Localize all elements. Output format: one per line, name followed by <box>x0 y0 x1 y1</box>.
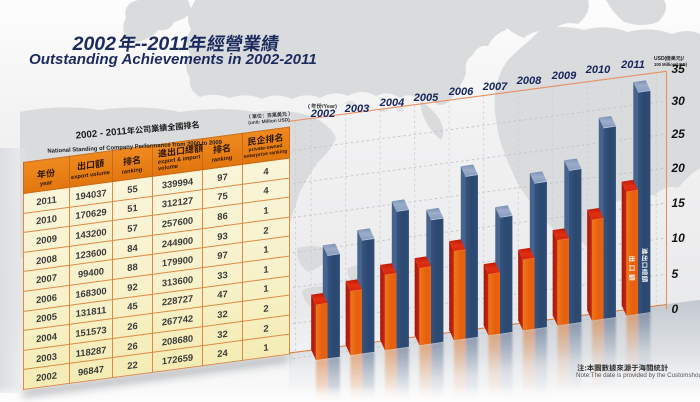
svg-text:)/: )/ <box>681 56 685 62</box>
svg-text:export volume: export volume <box>71 170 110 181</box>
svg-text:2002 - 2011: 2002 - 2011 <box>75 126 128 142</box>
svg-text:USD(: USD( <box>654 56 667 62</box>
svg-text:year: year <box>40 180 53 188</box>
svg-text:100 Million(USD): 100 Million(USD) <box>654 62 688 67</box>
svg-text:ranking: ranking <box>122 167 143 176</box>
svg-text:enterprise ranking: enterprise ranking <box>244 148 288 160</box>
svg-text:ranking: ranking <box>212 155 233 164</box>
svg-text:(: ( <box>308 104 310 110</box>
svg-text:--2011: --2011 <box>135 33 190 55</box>
svg-text:/Year): /Year) <box>322 104 337 110</box>
svg-text:export & import: export & import <box>158 154 200 166</box>
svg-text:2002: 2002 <box>72 33 117 55</box>
svg-text:volume: volume <box>158 164 178 173</box>
svg-text:private-owned: private-owned <box>249 143 283 153</box>
svg-text:(unit: Million USD): (unit: Million USD) <box>248 117 290 126</box>
